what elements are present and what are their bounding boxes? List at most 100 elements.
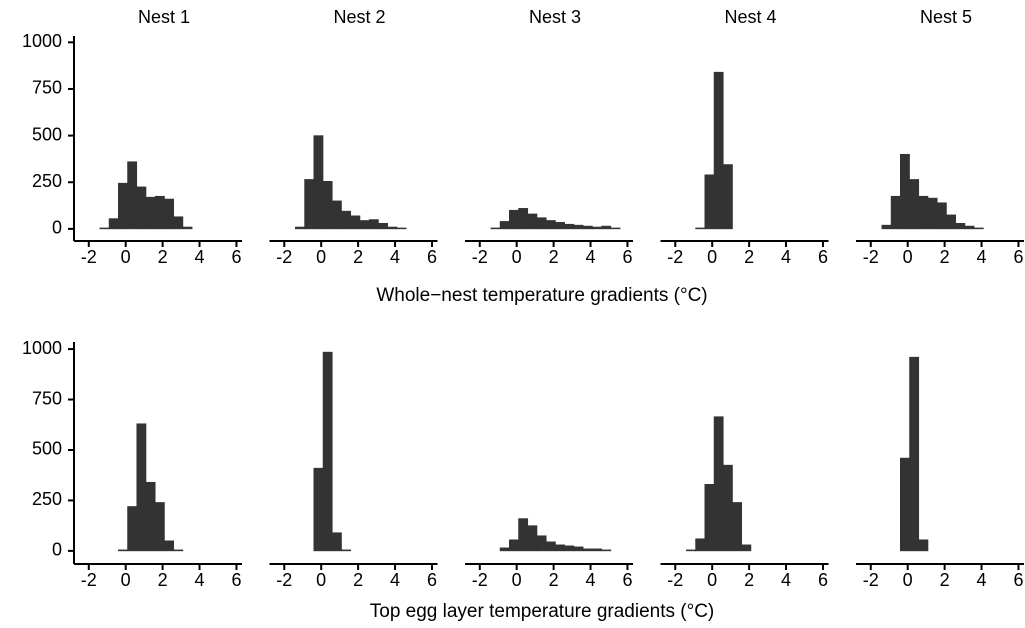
y-tick-label: 750: [32, 388, 62, 408]
bar: [331, 532, 342, 552]
bar: [890, 195, 901, 230]
bar: [592, 548, 602, 552]
x-tick-label: 0: [316, 247, 326, 267]
y-tick-label: 0: [52, 540, 62, 560]
bar: [341, 210, 352, 230]
bar: [686, 549, 696, 552]
x-tick-label: 4: [781, 247, 791, 267]
bar: [164, 540, 174, 552]
bar: [313, 467, 324, 552]
bar: [927, 197, 938, 230]
bar: [518, 208, 529, 230]
x-tick-label: 4: [977, 570, 987, 590]
bar: [973, 227, 984, 230]
x-tick-label: 2: [549, 247, 559, 267]
bar: [936, 202, 947, 230]
bar: [573, 546, 584, 552]
bar: [350, 215, 361, 230]
bar: [573, 224, 584, 230]
bar: [396, 227, 407, 230]
bar: [359, 220, 370, 230]
x-tick-label: 6: [1013, 570, 1023, 590]
bar: [99, 227, 110, 230]
bar: [695, 538, 706, 552]
x-tick-label: -2: [81, 570, 97, 590]
x-tick-label: -2: [81, 247, 97, 267]
bar: [145, 481, 156, 552]
bar: [704, 174, 715, 230]
bar: [536, 217, 547, 230]
y-tick-label: 0: [52, 218, 62, 238]
x-tick-label: 2: [549, 570, 559, 590]
x-tick-label: 6: [427, 570, 437, 590]
bar: [713, 416, 724, 552]
bar: [341, 549, 352, 552]
bar: [127, 506, 138, 552]
bar: [610, 227, 621, 230]
x-tick-label: -2: [472, 247, 488, 267]
bar: [378, 222, 388, 230]
x-tick-label: 4: [195, 247, 205, 267]
bar: [722, 164, 733, 230]
x-tick-label: 4: [586, 247, 596, 267]
x-tick-label: 0: [903, 570, 913, 590]
bar: [564, 223, 575, 230]
bar: [368, 219, 379, 230]
bar: [499, 221, 510, 230]
x-tick-label: 0: [121, 570, 131, 590]
panel-title: Nest 2: [333, 7, 385, 27]
x-tick-label: -2: [276, 247, 292, 267]
bar: [173, 549, 184, 552]
x-tick-label: -2: [863, 247, 879, 267]
y-tick-label: 500: [32, 439, 62, 459]
x-tick-label: 6: [427, 247, 437, 267]
bar: [164, 198, 174, 230]
bar: [582, 225, 593, 230]
x-tick-label: 4: [977, 247, 987, 267]
bar: [946, 214, 956, 230]
bar: [732, 502, 743, 552]
x-tick-label: 2: [158, 570, 168, 590]
bar: [173, 216, 184, 230]
bar: [909, 356, 920, 552]
bar: [509, 209, 519, 230]
bar: [118, 549, 128, 552]
x-tick-label: -2: [472, 570, 488, 590]
y-tick-label: 1000: [22, 31, 62, 51]
x-tick-label: 2: [353, 247, 363, 267]
bar: [601, 225, 612, 230]
x-tick-label: 4: [390, 570, 400, 590]
bar: [118, 182, 128, 230]
x-tick-label: 6: [818, 247, 828, 267]
bar: [499, 547, 510, 552]
x-tick-label: -2: [863, 570, 879, 590]
bar: [555, 544, 565, 552]
panel-title: Nest 1: [138, 7, 190, 27]
bar: [527, 525, 538, 552]
bar: [509, 539, 519, 552]
bar: [322, 351, 333, 552]
x-axis-label: Whole−nest temperature gradients (°C): [376, 285, 707, 306]
bar: [331, 200, 342, 230]
bar: [387, 226, 398, 230]
bar: [136, 423, 147, 552]
x-tick-label: 6: [1013, 247, 1023, 267]
bar: [564, 545, 575, 552]
bar: [304, 179, 315, 230]
bar: [881, 224, 892, 230]
bar: [918, 195, 929, 230]
bar: [601, 549, 612, 552]
x-axis-label: Top egg layer temperature gradients (°C): [370, 601, 715, 622]
x-tick-label: 6: [231, 247, 241, 267]
panel-title: Nest 3: [529, 7, 581, 27]
bar: [713, 71, 724, 230]
bar: [145, 196, 156, 230]
x-tick-label: 2: [744, 247, 754, 267]
bar: [527, 213, 538, 230]
y-tick-label: 250: [32, 489, 62, 509]
bar: [900, 457, 910, 552]
x-tick-label: 2: [353, 570, 363, 590]
x-tick-label: 0: [903, 247, 913, 267]
bar: [295, 226, 305, 230]
bar: [695, 227, 706, 230]
